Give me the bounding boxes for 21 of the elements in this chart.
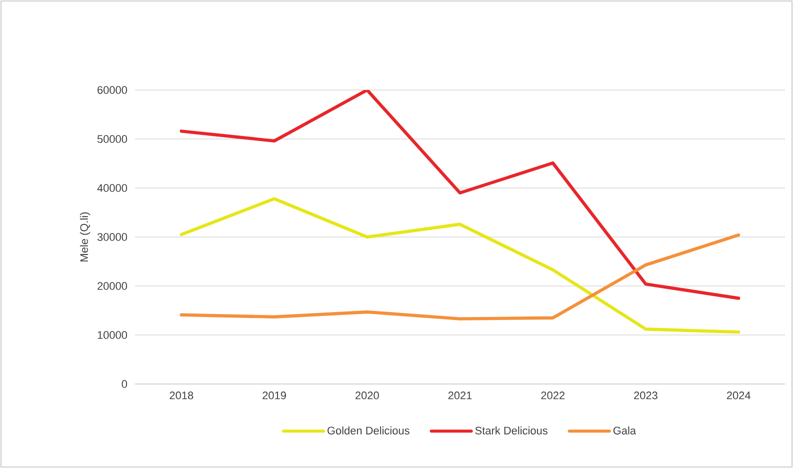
y-tick-label: 40000 [97, 184, 128, 192]
line-series [180, 233, 740, 320]
y-axis-title: Mele (Q.li) [80, 212, 90, 262]
x-tick-label: 2024 [726, 392, 750, 400]
legend-label: Gala [613, 426, 636, 434]
y-tick-label: 60000 [98, 86, 128, 94]
x-tick-label: 2023 [634, 392, 658, 400]
x-tick-label: 2020 [356, 392, 379, 400]
y-tick-label: 0 [122, 380, 128, 388]
legend-label: Golden Delicious [328, 426, 410, 434]
legend-label: Stark Delicious [475, 426, 548, 434]
y-tick-label: 20000 [98, 282, 128, 290]
x-tick-label: 2018 [170, 392, 194, 400]
x-tick-label: 2019 [262, 392, 286, 400]
x-tick-label: 2022 [541, 392, 564, 400]
line-series [180, 90, 740, 300]
x-tick-label: 2021 [448, 392, 472, 400]
y-tick-label: 10000 [98, 331, 128, 339]
y-tick-label: 30000 [97, 233, 128, 241]
line-series [180, 197, 740, 334]
y-tick-label: 50000 [97, 135, 128, 143]
